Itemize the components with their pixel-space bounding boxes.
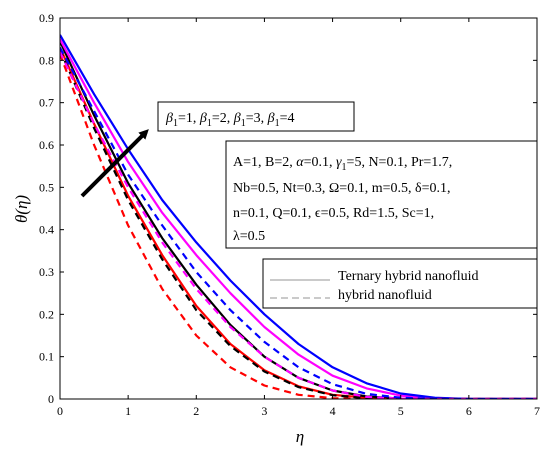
y-tick-label: 0.1 (39, 350, 54, 364)
series-line-5-dashed (60, 53, 537, 399)
beta-annotation-text: β1=1, β1=2, β1=3, β1=4 (165, 111, 295, 129)
x-tick-label: 5 (398, 404, 404, 418)
parameters-box (225, 140, 538, 249)
legend-label-ternary: Ternary hybrid nanofluid (338, 269, 479, 284)
ticks-layer: 0 1 2 3 4 5 6 7 0 0.1 0.2 0.3 0.4 0.5 0.6 0.7 0.8 0.9 (39, 11, 540, 418)
x-tick-label: 6 (466, 404, 472, 418)
y-tick-label: 0.7 (39, 96, 54, 110)
x-tick-label: 2 (193, 404, 199, 418)
y-tick-label: 0.8 (39, 53, 54, 67)
series-layer (60, 34, 537, 399)
x-tick-label: 4 (330, 404, 336, 418)
series-line-1-solid (60, 47, 537, 399)
x-tick-label: 7 (534, 404, 540, 418)
y-tick-label: 0.3 (39, 265, 54, 279)
x-tick-label: 0 (57, 404, 63, 418)
parameters-line-4: λ=0.5 (233, 229, 265, 244)
y-tick-label: 0 (48, 392, 54, 406)
y-tick-label: 0.9 (39, 11, 54, 25)
y-tick-label: 0.4 (39, 223, 54, 237)
beta-annotation-box (157, 101, 355, 132)
x-tick-label: 1 (125, 404, 131, 418)
x-tick-label: 3 (261, 404, 267, 418)
legend-label-hybrid: hybrid nanofluid (338, 288, 432, 303)
series-line-4-solid (60, 34, 537, 399)
legend-box (262, 258, 538, 309)
parameters-line-1: A=1, B=2, α=0.1, γ1=5, N=0.1, Pr=1.7, (233, 155, 452, 173)
y-tick-label: 0.5 (39, 180, 54, 194)
y-tick-label: 0.6 (39, 138, 54, 152)
x-axis-title: η (296, 427, 304, 446)
parameters-line-3: n=0.1, Q=0.1, ϵ=0.5, Rd=1.5, Sc=1, (233, 206, 434, 221)
parameters-line-2: Nb=0.5, Nt=0.3, Ω=0.1, m=0.5, δ=0.1, (233, 181, 450, 196)
y-axis-title: θ(η) (12, 195, 31, 223)
trend-arrow (80, 129, 149, 198)
y-tick-label: 0.2 (39, 307, 54, 321)
